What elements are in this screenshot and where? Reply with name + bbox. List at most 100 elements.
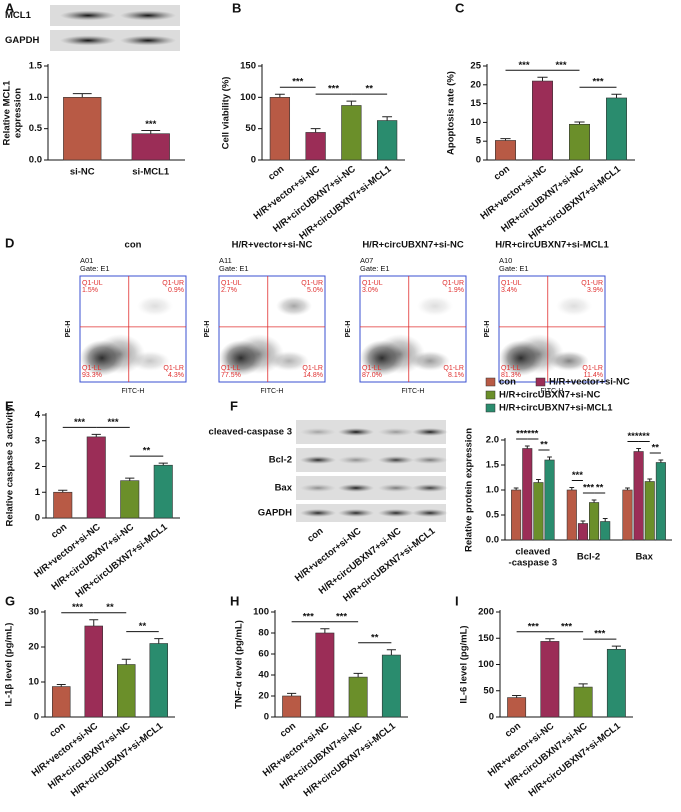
error-bar	[500, 138, 511, 141]
quadrant-name: Q1-UL	[362, 280, 383, 287]
blot-band	[338, 428, 374, 436]
y-tick-label: 0	[251, 155, 256, 166]
y-tick-label: 10	[28, 677, 39, 688]
x-tick-label: con	[503, 721, 523, 740]
significance: ***	[303, 611, 314, 622]
quadrant-value: 93.3%	[82, 372, 102, 379]
error-bar	[636, 448, 641, 452]
panel-label: E	[5, 398, 14, 413]
significance: ***	[336, 611, 347, 622]
y-axis-label: IL-6 level (pg/mL)	[459, 625, 470, 703]
bar	[533, 482, 544, 541]
error-bar	[310, 128, 321, 133]
blot-band	[120, 35, 176, 46]
bar	[622, 489, 633, 541]
bar	[269, 97, 291, 161]
quadrant-value: 4.3%	[168, 372, 184, 379]
error-bar	[154, 638, 164, 644]
significance: **	[106, 602, 114, 613]
x-tick-label: H/R+vector+si-NC	[478, 164, 549, 222]
blot-band	[338, 456, 374, 464]
significance: ***	[145, 119, 156, 130]
y-tick-label: 10	[470, 117, 481, 128]
significance: **	[139, 621, 147, 632]
error-bar	[625, 487, 630, 490]
bar	[644, 481, 655, 541]
flow-cloud	[276, 296, 312, 316]
y-axis-label: IL-1β level (pg/mL)	[4, 623, 15, 707]
y-tick-label: 100	[240, 92, 256, 103]
y-axis-label: Relative MCL1expression	[1, 80, 23, 146]
quadrant-value: 77.5%	[221, 372, 241, 379]
error-bar	[524, 445, 530, 449]
quadrant-name: Q1-LL	[501, 365, 521, 372]
significance: **	[371, 632, 379, 643]
quadrant-name: Q1-LR	[443, 365, 464, 372]
significance: **	[540, 440, 548, 451]
bar	[569, 123, 590, 161]
y-tick-label: 0.0	[486, 535, 499, 546]
flow-x-label: FITC-H	[122, 388, 145, 395]
flow-cloud	[549, 351, 589, 371]
error-bar	[512, 694, 522, 698]
y-tick-label: 25	[470, 61, 481, 72]
panel-label: G	[5, 593, 15, 608]
error-bar	[58, 489, 68, 493]
quadrant-value: 11.4%	[584, 372, 603, 379]
error-bar	[125, 477, 135, 481]
y-tick-label: 1	[35, 487, 41, 498]
bar	[53, 491, 73, 519]
y-tick-label: 1.5	[486, 460, 500, 471]
y-tick-label: 200	[478, 607, 494, 618]
x-tick-label: si-NC	[70, 167, 95, 178]
blot-row-label: MCL1	[5, 10, 32, 21]
quadrant-value: 3.0%	[362, 287, 378, 294]
error-bar	[72, 93, 92, 98]
quadrant-value: 5.0%	[307, 287, 323, 294]
panel-label: I	[455, 593, 459, 608]
y-tick-label: 50	[483, 685, 494, 696]
quadrant-name: Q1-LL	[82, 365, 102, 372]
significance: ***	[561, 621, 572, 632]
quadrant-name: Q1-UR	[162, 280, 184, 287]
bar	[153, 464, 173, 519]
error-bar	[602, 518, 608, 522]
bar	[149, 643, 168, 718]
y-tick-label: 0	[34, 712, 39, 723]
y-tick-label: 2	[35, 461, 40, 472]
significance: ***	[583, 483, 594, 494]
flow-x-label: FITC-H	[541, 388, 564, 395]
x-tick-label: si-MCL1	[132, 167, 170, 178]
error-bar	[141, 130, 161, 134]
blot-band	[300, 428, 336, 436]
quadrant-name: Q1-UR	[442, 280, 464, 287]
blot-band	[412, 456, 448, 464]
bar	[381, 654, 401, 718]
panel-label: H	[230, 593, 239, 608]
significance: ***	[527, 429, 538, 440]
flow-cloud	[130, 351, 170, 371]
flow-cloud	[556, 296, 592, 316]
bar	[577, 523, 588, 541]
quadrant-value: 3.4%	[501, 287, 517, 294]
error-bar	[56, 683, 66, 687]
bar	[348, 676, 368, 718]
panel-label: A	[5, 0, 15, 15]
quadrant-value: 3.9%	[587, 287, 603, 294]
significance: ***	[72, 602, 83, 613]
y-tick-label: 60	[258, 649, 269, 660]
error-bar	[89, 619, 99, 626]
quadrant-name: Q1-LR	[582, 365, 603, 372]
quadrant-name: Q1-UL	[82, 280, 103, 287]
bar	[52, 686, 71, 718]
legend-swatch	[485, 377, 496, 387]
y-tick-label: 150	[478, 633, 494, 644]
bar	[600, 521, 611, 541]
flow-id: A11	[219, 256, 232, 265]
significance: **	[652, 443, 660, 454]
bar	[315, 632, 335, 718]
flow-cloud	[137, 296, 173, 316]
bar	[540, 641, 560, 718]
blot-band	[378, 484, 414, 492]
